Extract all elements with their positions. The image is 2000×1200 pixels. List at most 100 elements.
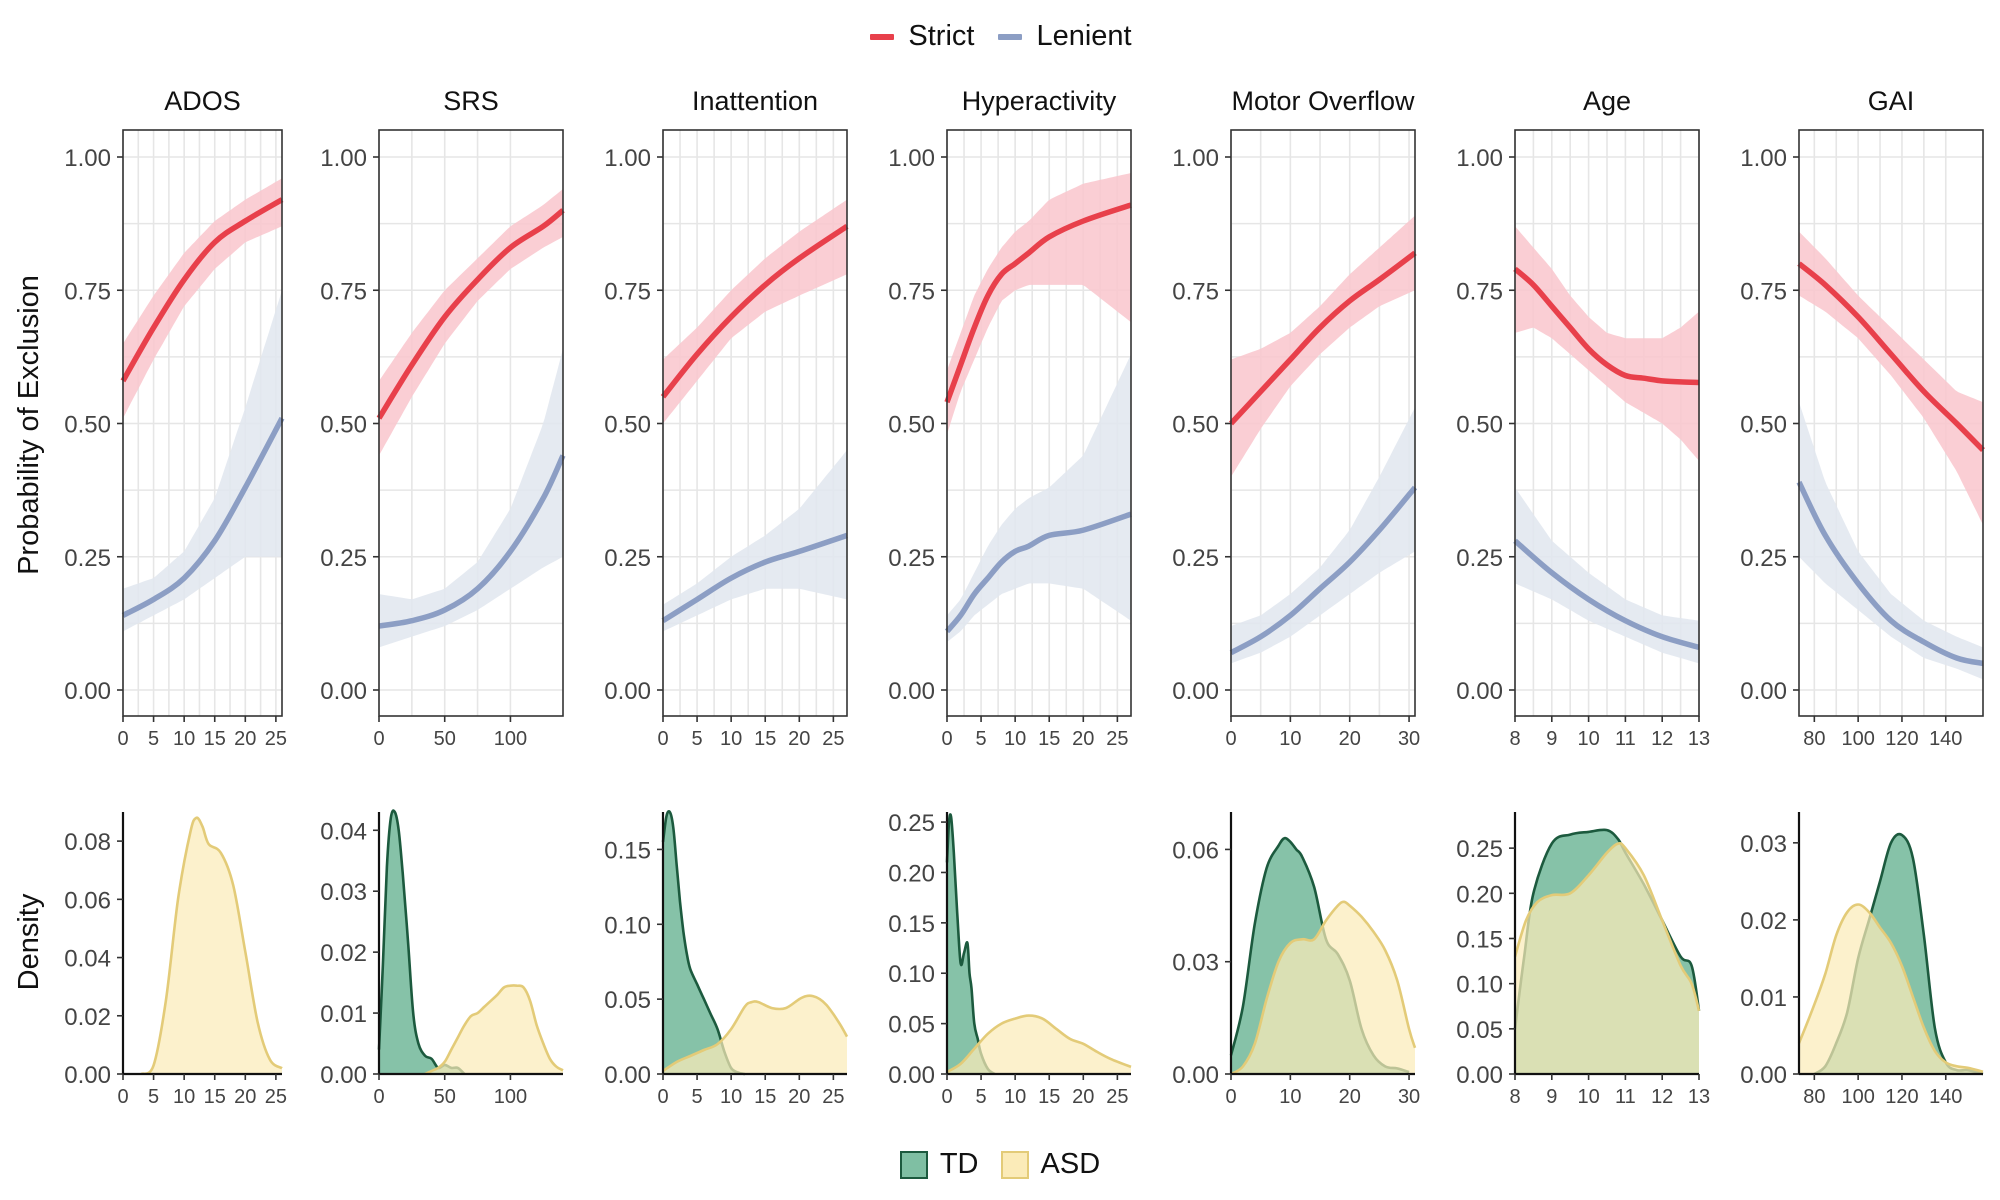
y-tick-label: 0.25 [888,810,935,837]
series-line-strict [944,202,1132,404]
x-tick-label: 5 [148,1086,159,1108]
y-tick-label: 0.75 [1456,278,1503,305]
y-tick-label: 0.25 [604,545,651,572]
density-line-asd [662,994,849,1073]
y-tick-label: 0.25 [64,545,111,572]
x-tick-label: 0 [117,728,128,750]
y-tick-label: 0.04 [320,818,367,845]
density-panel-motor-overflow: 0.00 0.03 0.06 0 10 20 30 [1172,812,1420,1108]
confidence-band-lenient [379,348,563,648]
y-tick-label: 0.00 [1740,1062,1787,1089]
x-tick-label: 140 [1929,728,1962,750]
y-tick-label: 0.25 [1740,545,1787,572]
y-tick-label: 0.05 [888,1012,935,1039]
x-tick-label: 12 [1651,728,1673,750]
panel-title: Motor Overflow [1231,86,1415,116]
y-tick-label: 0.00 [1456,678,1503,705]
x-tick-label: 10 [1577,728,1599,750]
legend-bottom: TD ASD [0,1148,2000,1181]
y-tick-label: 0.00 [1456,1062,1503,1089]
lenient-swatch [996,23,1024,51]
y-tick-label: 0.50 [604,412,651,439]
x-tick-label: 10 [1279,1086,1301,1108]
y-tick-label: 0.50 [1172,412,1219,439]
density-line-asd [140,816,283,1076]
series-line-strict [1797,261,1985,453]
x-tick-label: 30 [1398,1086,1420,1108]
x-tick-label: 0 [657,728,668,750]
density-panel-ados: 0.00 0.02 0.04 0.06 0.08 0 5 10 15 20 25 [64,812,287,1108]
strict-swatch [868,23,896,51]
confidence-band-strict [1231,215,1415,477]
asd-swatch [1000,1150,1029,1179]
x-tick-label: 20 [1339,728,1361,750]
x-tick-label: 5 [148,728,159,750]
density-area-asd [663,995,847,1074]
y-tick-label: 0.01 [320,1001,367,1028]
y-tick-label: 0.50 [320,412,367,439]
y-tick-label: 0.05 [604,987,651,1014]
x-tick-label: 140 [1929,1086,1962,1108]
x-tick-label: 25 [265,1086,287,1108]
x-tick-label: 0 [1225,728,1236,750]
y-tick-label: 1.00 [320,145,367,172]
series-line-lenient [1513,538,1700,651]
x-tick-label: 11 [1615,728,1636,750]
x-tick-label: 8 [1509,728,1520,750]
y-tick-label: 0.10 [888,961,935,988]
density-area-asd [1799,904,1983,1074]
x-tick-label: 0 [117,1086,128,1108]
y-tick-label: 0.00 [1172,678,1219,705]
y-tick-label: 0.08 [64,829,111,856]
y-tick-label: 0.10 [604,912,651,939]
density-line-asd [1513,841,1701,1012]
confidence-band-lenient [123,290,282,632]
y-tick-label: 0.25 [1456,836,1503,863]
y-tick-label: 0.00 [320,1062,367,1089]
x-tick-label: 25 [1106,728,1128,750]
y-tick-label: 0.50 [64,412,111,439]
y-tick-label: 0.15 [888,911,935,938]
y-tick-label: 1.00 [1740,145,1787,172]
y-tick-label: 0.06 [64,887,111,914]
series-line-strict [1228,250,1417,426]
y-tick-label: 0.00 [604,678,651,705]
density-area-asd [1515,843,1699,1074]
y-tick-label: 0.25 [320,545,367,572]
density-line-asd [1230,900,1417,1076]
panel-motor-overflow: Motor Overflow 0.00 0.25 0.50 0.75 1.00 0 10 20 3… [1172,86,1420,750]
y-tick-label: 1.00 [604,145,651,172]
panel-title: Age [1583,86,1631,116]
y-tick-label: 0.06 [1172,837,1219,864]
y-tick-label: 0.00 [320,678,367,705]
x-tick-label: 80 [1803,728,1825,750]
density-panel-hyperactivity: 0.00 0.05 0.10 0.15 0.20 0.25 0 5 10 15 20 25 [888,810,1132,1108]
y-tick-label: 0.75 [1740,278,1787,305]
y-tick-label: 0.00 [1172,1062,1219,1089]
x-tick-label: 15 [754,728,776,750]
density-area-td [663,811,745,1074]
x-tick-label: 0 [373,728,384,750]
y-tick-label: 1.00 [1456,145,1503,172]
x-tick-label: 20 [788,1086,810,1108]
confidence-band-strict [379,189,563,456]
x-tick-label: 13 [1688,728,1710,750]
legend-top: Strict Lenient [0,20,2000,53]
x-tick-label: 10 [173,728,195,750]
density-area-td [947,814,995,1074]
x-tick-label: 0 [1225,1086,1236,1108]
y-tick-label: 0.00 [888,1062,935,1089]
legend-item-strict: Strict [868,20,974,53]
y-tick-label: 0.15 [1456,926,1503,953]
y-tick-label: 1.00 [1172,145,1219,172]
panel-age: Age 0.00 0.25 0.50 0.75 1.00 8 9 10 11 12 13 [1456,86,1710,750]
y-tick-label: 0.03 [320,879,367,906]
panel-inattention: Inattention 0.00 0.25 0.50 0.75 1.00 0 5 10 15 20 2… [604,86,849,750]
density-area-asd [141,817,282,1074]
x-tick-label: 25 [822,1086,844,1108]
x-tick-label: 5 [976,1086,987,1108]
x-tick-label: 20 [788,728,810,750]
y-tick-label: 0.75 [888,278,935,305]
y-tick-label: 0.50 [1740,412,1787,439]
